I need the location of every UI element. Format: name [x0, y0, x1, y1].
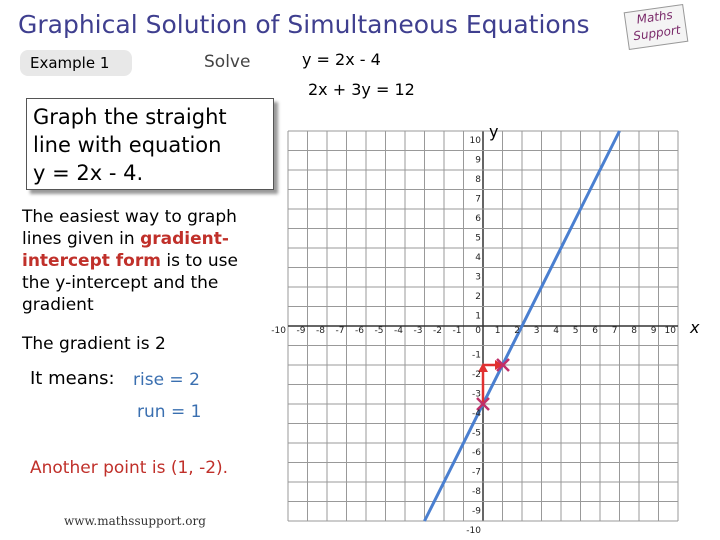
equation: y = 2x - 4 — [302, 50, 381, 69]
y-tick-label: 9 — [475, 156, 481, 166]
x-tick-label: -7 — [336, 326, 345, 336]
y-tick-label: 3 — [475, 273, 481, 283]
cross-marker — [476, 397, 490, 411]
y-tick-label: -10 — [466, 526, 481, 536]
equation: 2x + 3y = 12 — [308, 80, 415, 99]
x-tick-label: 10 — [665, 326, 677, 336]
x-tick-label: -3 — [414, 326, 423, 336]
y-tick-label: 8 — [475, 175, 481, 185]
intro-line: intercept form is to use — [22, 250, 238, 272]
instruction-box: Graph the straight line with equation y … — [26, 98, 274, 190]
text: lines given in — [22, 229, 141, 249]
x-tick-label: 5 — [573, 326, 579, 336]
y-tick-label: 1 — [475, 312, 481, 322]
line-y-2x-4 — [423, 130, 621, 522]
footer: www.mathssupport.org — [64, 514, 206, 528]
y-tick-label: 5 — [475, 234, 481, 244]
y-tick-label: -3 — [472, 390, 481, 400]
title: Graphical Solution of Simultaneous Equat… — [18, 10, 590, 39]
x-tick-label: -4 — [394, 326, 403, 336]
another-point: Another point is (1, -2). — [30, 458, 229, 478]
text: The easiest way to graph — [22, 207, 237, 227]
x-tick-label: 3 — [534, 326, 540, 336]
y-tick-label: -4 — [472, 409, 481, 419]
example-label: Example 1 — [20, 50, 132, 76]
highlight: gradient- — [140, 229, 229, 249]
intro-line: The easiest way to graph — [22, 206, 238, 228]
x-tick-label: 7 — [612, 326, 618, 336]
y-tick-label: -9 — [472, 507, 481, 517]
y-tick-label: -2 — [472, 370, 481, 380]
arrow-head — [478, 363, 488, 372]
x-tick-label: -8 — [316, 326, 325, 336]
x-tick-label: 4 — [553, 326, 559, 336]
x-tick-label: 6 — [592, 326, 598, 336]
x-tick-label: -5 — [375, 326, 384, 336]
cross-marker — [496, 358, 510, 372]
x-tick-label: -9 — [297, 326, 306, 336]
y-tick-label: -7 — [472, 468, 481, 478]
solve: Solve — [204, 52, 251, 72]
x-tick-label: 8 — [631, 326, 637, 336]
intro: The easiest way to graph lines given in … — [22, 206, 238, 316]
text: gradient — [22, 295, 94, 315]
y-tick-label: 6 — [475, 214, 481, 224]
x-tick-label: 1 — [495, 326, 501, 336]
highlight: intercept form — [22, 251, 161, 271]
run-text: run = 1 — [137, 402, 202, 422]
instruction-line: Graph the straight — [33, 105, 227, 129]
y-tick-label: -6 — [472, 448, 481, 458]
y-tick-label: 7 — [475, 195, 481, 205]
y-tick-label: 2 — [475, 292, 481, 302]
y-tick-label: 4 — [475, 253, 481, 263]
y-tick-label: -1 — [472, 351, 481, 361]
y-tick-label: 10 — [470, 136, 482, 146]
y-axis-label: y — [489, 122, 498, 141]
x-tick-label: -2 — [433, 326, 442, 336]
instruction-line: y = 2x - 4. — [33, 161, 144, 185]
text: is to use — [160, 251, 238, 271]
intro-line: lines given in gradient- — [22, 228, 238, 250]
intro-line: the y-intercept and the — [22, 272, 238, 294]
x-tick-label: 9 — [651, 326, 657, 336]
text: the y-intercept and the — [22, 273, 219, 293]
rise-text: rise = 2 — [133, 370, 200, 390]
x-axis-label: x — [689, 318, 700, 337]
x-tick-label: 2 — [514, 326, 520, 336]
x-tick-label: -1 — [453, 326, 462, 336]
intro-line: gradient — [22, 294, 238, 316]
instruction-line: line with equation — [33, 133, 222, 157]
x-tick-label: -10 — [271, 326, 286, 336]
arrow-head — [495, 360, 503, 370]
x-tick-label: 0 — [475, 326, 481, 336]
x-tick-label: -6 — [355, 326, 364, 336]
means-label: It means: — [30, 368, 115, 389]
gradient-text: The gradient is 2 — [22, 334, 166, 354]
y-tick-label: -5 — [472, 429, 481, 439]
y-tick-label: -8 — [472, 487, 481, 497]
